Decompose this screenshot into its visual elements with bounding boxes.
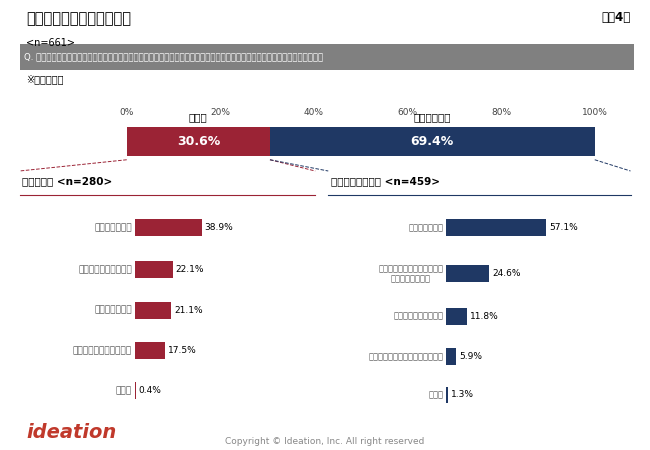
Text: ideation: ideation xyxy=(26,423,116,442)
Text: 伝えなかった理由 <n=459>: 伝えなかった理由 <n=459> xyxy=(332,176,440,186)
Bar xyxy=(135,302,171,319)
Text: Copyright © Ideation, Inc. All right reserved: Copyright © Ideation, Inc. All right res… xyxy=(226,436,424,446)
Bar xyxy=(446,219,546,236)
Bar xyxy=(270,127,595,156)
Bar xyxy=(135,261,173,279)
Text: Q. ご滞在の感想（評価できる点や問題点のクレーム）を何らかの形で宿泊施設に伝えましたか。伝えなかった理由は何ですか。: Q. ご滞在の感想（評価できる点や問題点のクレーム）を何らかの形で宿泊施設に伝え… xyxy=(25,52,324,61)
Text: その他: その他 xyxy=(428,391,443,400)
Text: 0%: 0% xyxy=(120,108,134,117)
Text: 宿泊施設への感想の伝え方: 宿泊施設への感想の伝え方 xyxy=(26,11,131,26)
Bar xyxy=(135,342,165,359)
Bar xyxy=(135,219,202,236)
Bar xyxy=(446,266,489,283)
Text: 伝えた: 伝えた xyxy=(189,112,208,123)
Text: オンラインのクチコミ欄: オンラインのクチコミ欄 xyxy=(73,346,132,355)
Text: オンラインアンケート: オンラインアンケート xyxy=(78,266,132,274)
Bar xyxy=(446,387,448,404)
Text: 【図4】: 【図4】 xyxy=(601,11,630,24)
Text: 11.8%: 11.8% xyxy=(470,312,499,321)
Text: 0.4%: 0.4% xyxy=(138,387,161,396)
Text: <n=661>: <n=661> xyxy=(26,38,75,48)
Text: 伝えても何も変わらないと思った: 伝えても何も変わらないと思った xyxy=(368,352,443,361)
Text: 57.1%: 57.1% xyxy=(549,223,578,232)
Bar xyxy=(135,382,136,400)
Text: 22.1%: 22.1% xyxy=(176,266,204,274)
Text: 21.1%: 21.1% xyxy=(174,306,203,315)
Text: 38.9%: 38.9% xyxy=(205,223,233,232)
Text: 伝えた方法 <n=280>: 伝えた方法 <n=280> xyxy=(23,176,112,186)
Text: 40%: 40% xyxy=(304,108,324,117)
Text: その他: その他 xyxy=(116,387,132,396)
Text: アンケートがなかった: アンケートがなかった xyxy=(393,312,443,321)
Text: 20%: 20% xyxy=(211,108,230,117)
Bar xyxy=(446,308,467,325)
Text: 特に理由はない: 特に理由はない xyxy=(408,223,443,232)
Bar xyxy=(446,348,456,365)
Text: 17.5%: 17.5% xyxy=(168,346,196,355)
Text: 紙のアンケート: 紙のアンケート xyxy=(94,223,132,232)
Text: スタッフに直接: スタッフに直接 xyxy=(94,306,132,315)
Text: 100%: 100% xyxy=(582,108,608,117)
Text: 24.6%: 24.6% xyxy=(492,270,521,279)
Text: 伝えていない: 伝えていない xyxy=(413,112,451,123)
Text: 伝えるほど大きな問題もなく
感動をしなかった: 伝えるほど大きな問題もなく 感動をしなかった xyxy=(378,264,443,284)
Text: ※複数回答可: ※複数回答可 xyxy=(26,74,64,84)
Text: 30.6%: 30.6% xyxy=(177,135,220,148)
Text: 1.3%: 1.3% xyxy=(452,391,474,400)
Text: 80%: 80% xyxy=(491,108,511,117)
Text: 5.9%: 5.9% xyxy=(460,352,482,361)
Text: 69.4%: 69.4% xyxy=(411,135,454,148)
Text: 60%: 60% xyxy=(398,108,417,117)
Bar xyxy=(127,127,270,156)
